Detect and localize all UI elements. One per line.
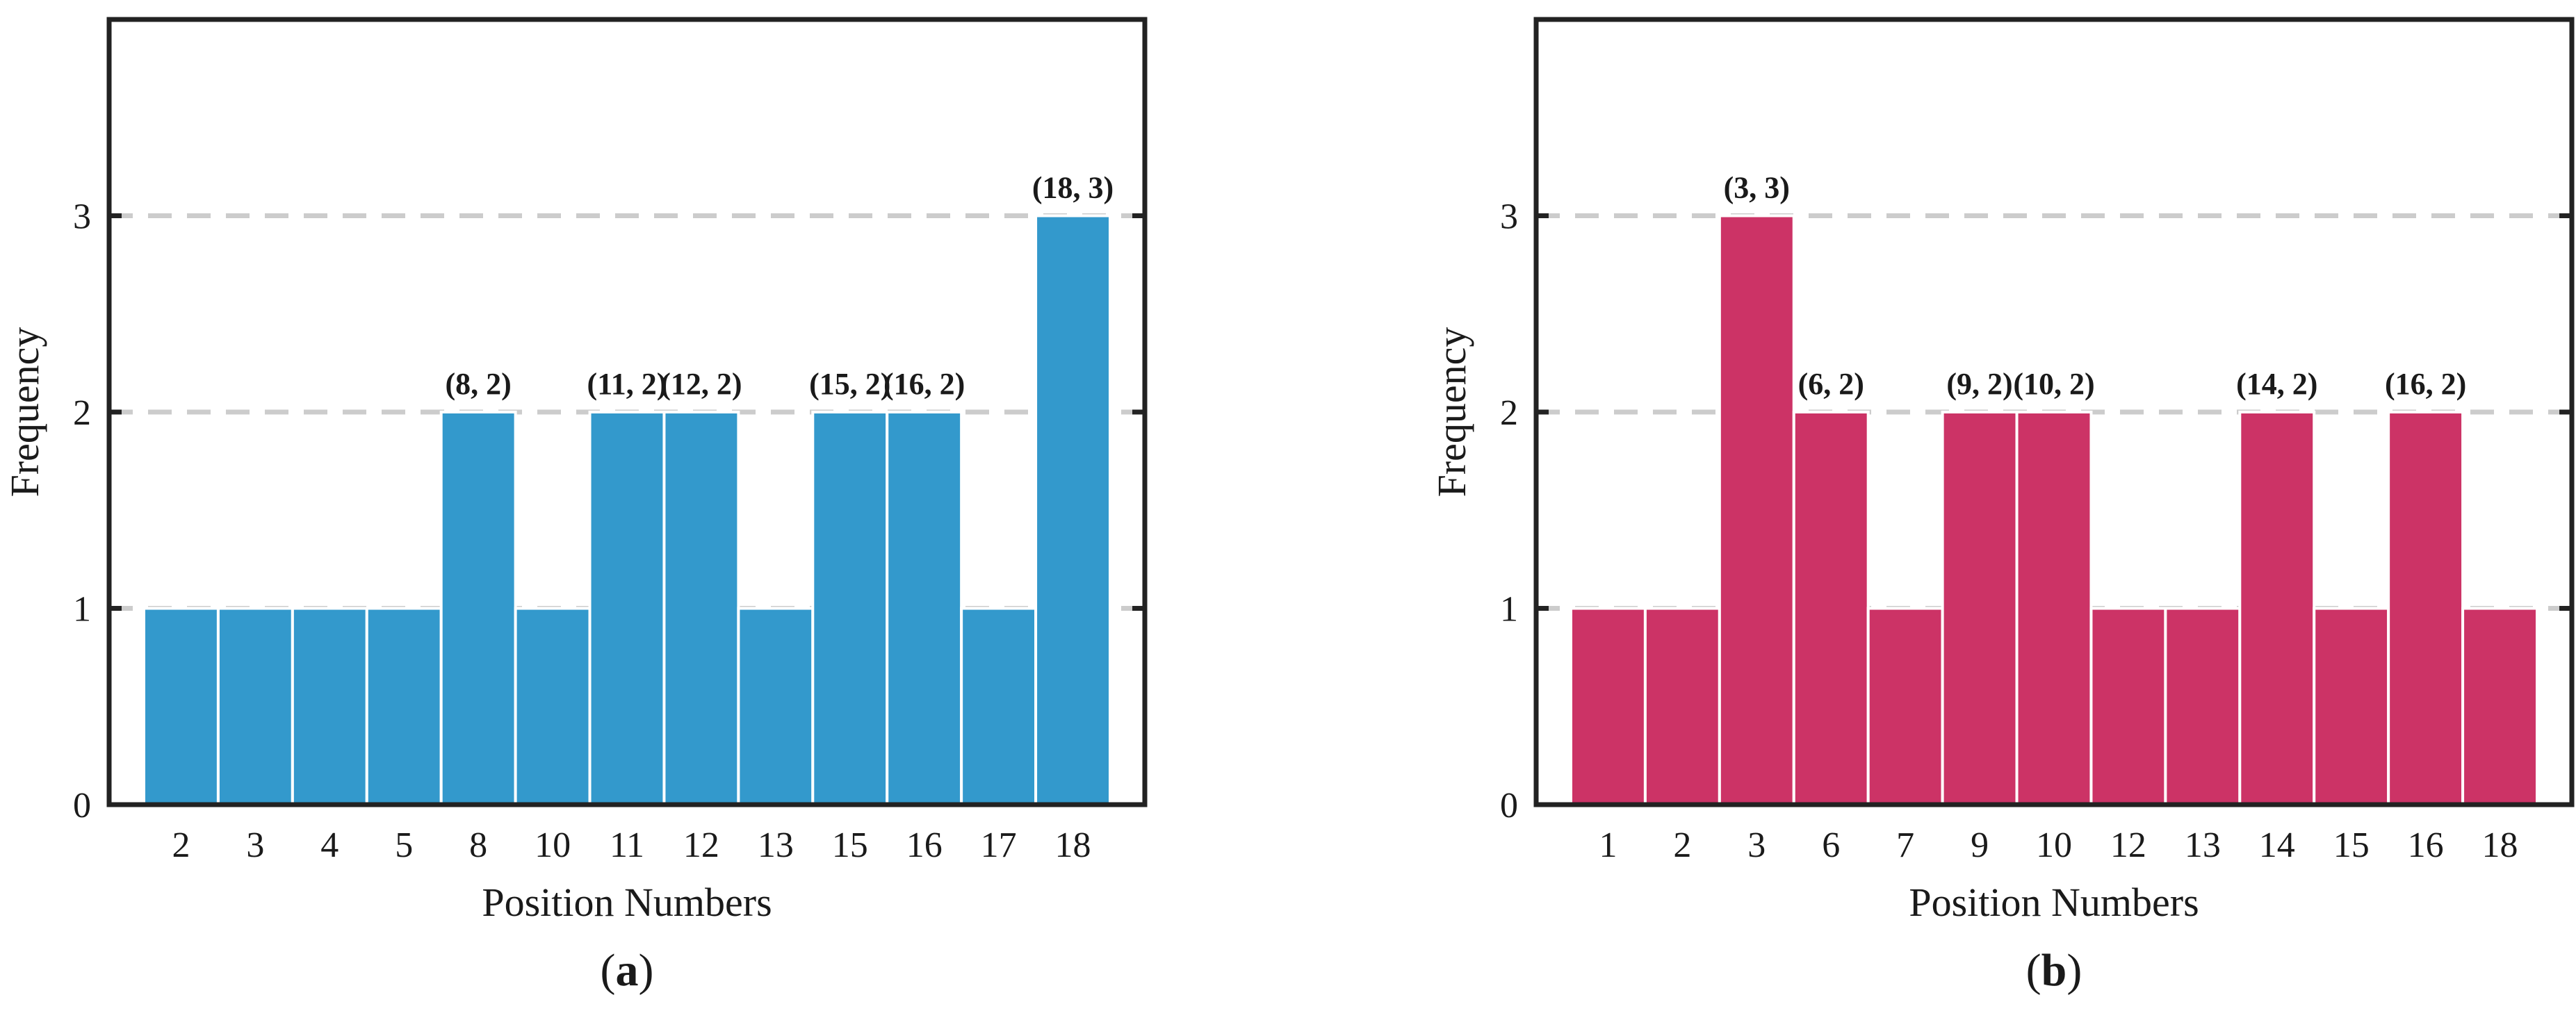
bar-15 [811, 411, 889, 806]
chart-panel-a: (8, 2) (11, 2)(12, 2) (15, 2)(16, 2) (18, 3… [2, 17, 1148, 996]
x-axis-title: Position Numbers [482, 880, 772, 925]
x-tick-label-13: 13 [758, 825, 794, 865]
y-axis-title: Frequency [1429, 327, 1474, 498]
data-label-8: (8, 2) [445, 367, 511, 401]
x-tick-label-15: 15 [832, 825, 868, 865]
y-tick-label-1: 1 [1500, 590, 1518, 630]
y-tick-label-2: 2 [73, 393, 91, 433]
data-label-16: (16, 2) [2385, 367, 2466, 401]
bar-14 [2238, 411, 2316, 806]
x-tick-label-3: 3 [246, 825, 264, 865]
bar-3 [1718, 214, 1795, 806]
bar-2 [142, 607, 220, 806]
bar-6 [1792, 411, 1870, 806]
bar-13 [737, 607, 815, 806]
x-tick-label-5: 5 [395, 825, 413, 865]
x-tick-label-12: 12 [683, 825, 719, 865]
x-tick-label-4: 4 [320, 825, 339, 865]
x-tick-label-10: 10 [2036, 825, 2072, 865]
bar-8 [439, 411, 517, 806]
y-tick-label-0: 0 [73, 786, 91, 825]
bar-5 [365, 607, 443, 806]
data-label-18: (18, 3) [1032, 171, 1114, 205]
bar-18 [1034, 214, 1111, 806]
x-tick-label-16: 16 [2408, 825, 2444, 865]
x-tick-label-12: 12 [2110, 825, 2146, 865]
y-tick-label-3: 3 [1500, 197, 1518, 237]
bar-7 [1866, 607, 1944, 806]
x-tick-label-6: 6 [1822, 825, 1840, 865]
bar-16 [886, 411, 963, 806]
x-tick-label-8: 8 [469, 825, 487, 865]
y-tick-label-2: 2 [1500, 393, 1518, 433]
data-label-10: (10, 2) [2013, 367, 2094, 401]
data-label-16: (16, 2) [883, 367, 965, 401]
x-axis-title: Position Numbers [1909, 880, 2199, 925]
bar-3 [216, 607, 294, 806]
panel-label: (b) [2026, 945, 2082, 996]
y-tick-label-0: 0 [1500, 786, 1518, 825]
data-label-15: (15, 2) [809, 367, 890, 401]
panel-label: (a) [601, 945, 654, 996]
y-tick-label-3: 3 [73, 197, 91, 237]
x-tick-label-9: 9 [1971, 825, 1989, 865]
bar-18 [2461, 607, 2538, 806]
x-tick-label-10: 10 [535, 825, 571, 865]
data-label-14: (14, 2) [2236, 367, 2317, 401]
y-tick-label-1: 1 [73, 590, 91, 630]
data-label-12: (12, 2) [660, 367, 742, 401]
bar-12 [662, 411, 740, 806]
bar-4 [291, 607, 368, 806]
x-tick-label-2: 2 [172, 825, 190, 865]
x-tick-label-14: 14 [2259, 825, 2295, 865]
bar-15 [2313, 607, 2390, 806]
bar-16 [2387, 411, 2465, 806]
bar-11 [588, 411, 666, 806]
x-tick-label-17: 17 [981, 825, 1017, 865]
x-tick-label-7: 7 [1896, 825, 1914, 865]
bar-10 [514, 607, 592, 806]
bar-12 [2089, 607, 2167, 806]
x-tick-label-18: 18 [2482, 825, 2518, 865]
x-tick-label-11: 11 [610, 825, 644, 865]
x-tick-label-15: 15 [2333, 825, 2370, 865]
x-tick-label-18: 18 [1055, 825, 1091, 865]
bar-2 [1643, 607, 1721, 806]
data-label-9: (9, 2) [1946, 367, 2012, 401]
bar-10 [2015, 411, 2093, 806]
y-axis-title: Frequency [2, 327, 47, 498]
bar-17 [960, 607, 1038, 806]
bar-13 [2164, 607, 2242, 806]
x-tick-label-3: 3 [1747, 825, 1766, 865]
data-label-3: (3, 3) [1724, 171, 1790, 205]
x-tick-label-2: 2 [1673, 825, 1691, 865]
chart-panel-b: (3, 3) (6, 2) (9, 2) (10, 2) (14, 2) (16, 2) 0… [1429, 17, 2575, 996]
bar-9 [1941, 411, 2019, 806]
data-label-11: (11, 2) [587, 367, 667, 401]
data-label-6: (6, 2) [1798, 367, 1864, 401]
x-tick-label-13: 13 [2185, 825, 2221, 865]
x-tick-label-1: 1 [1599, 825, 1617, 865]
bar-1 [1570, 607, 1647, 806]
x-tick-label-16: 16 [906, 825, 943, 865]
